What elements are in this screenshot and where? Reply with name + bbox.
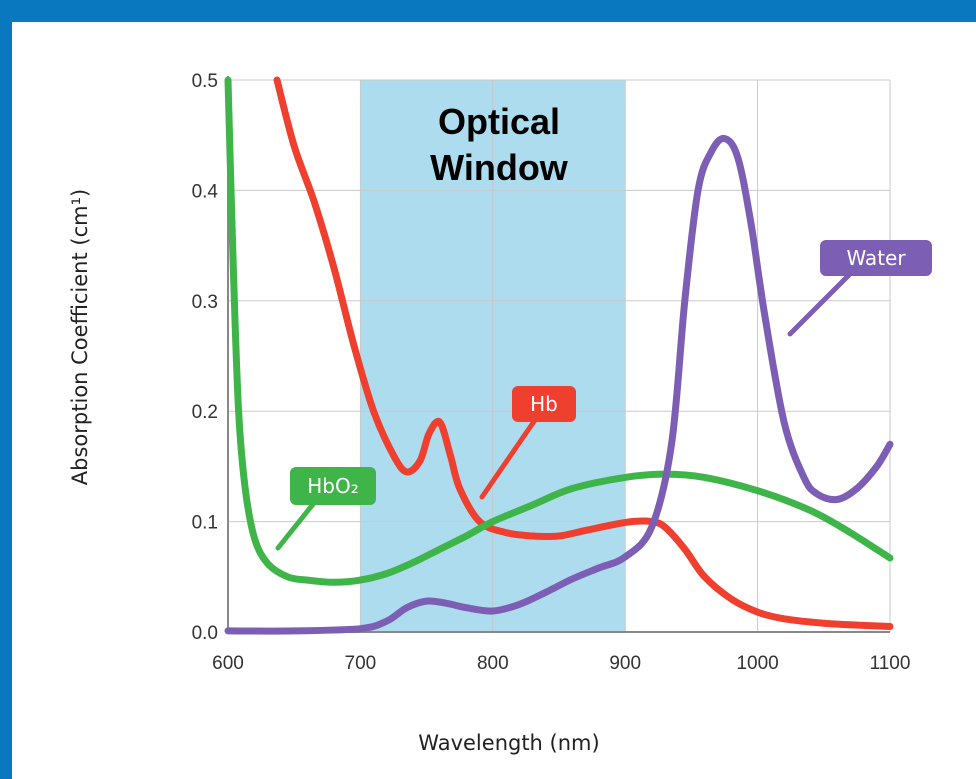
callout-label-hbo2: HbO₂: [307, 474, 359, 498]
callout-leader-hb: [479, 417, 538, 500]
x-tick-label: 1000: [736, 653, 778, 674]
figure-frame: 600 700 800 900 1000 1100 0.0 0.1 0.2 0.3 0.4 0.5 Wa…: [12, 22, 976, 779]
y-tick-label: 0.5: [192, 71, 218, 92]
callout-tag-water: [820, 240, 932, 276]
x-tick-label: 800: [477, 653, 509, 674]
callout-leader-water: [787, 271, 853, 337]
y-axis-label: Absorption Coefficient (cm¹): [68, 189, 92, 485]
callout-label-hb: Hb: [530, 392, 558, 416]
y-tick-label: 0.0: [192, 623, 218, 644]
x-tick-label: 1100: [870, 653, 911, 674]
series-line-water: [224, 134, 894, 635]
y-tick-label: 0.2: [192, 402, 218, 423]
absorption-chart: 600 700 800 900 1000 1100 0.0 0.1 0.2 0.3 0.4 0.5 Wa…: [68, 71, 932, 755]
x-tick-label: 700: [345, 653, 377, 674]
callout-tag-hbo2: [290, 467, 376, 505]
optical-window-label: Window: [430, 147, 569, 188]
callout-leader-hbo2: [275, 500, 317, 551]
y-tick-label: 0.1: [192, 513, 218, 534]
callout-tag-hb: [512, 386, 576, 422]
optical-window-label: Optical: [438, 101, 560, 142]
x-tick-label: 600: [212, 653, 244, 674]
y-tick-label: 0.4: [192, 181, 219, 202]
y-tick-label: 0.3: [192, 292, 218, 313]
series-line-hb: [273, 76, 894, 630]
x-axis-label: Wavelength (nm): [418, 731, 599, 755]
x-tick-label: 900: [609, 653, 641, 674]
series-line-hbo2: [224, 76, 894, 586]
callout-label-water: Water: [846, 246, 906, 270]
